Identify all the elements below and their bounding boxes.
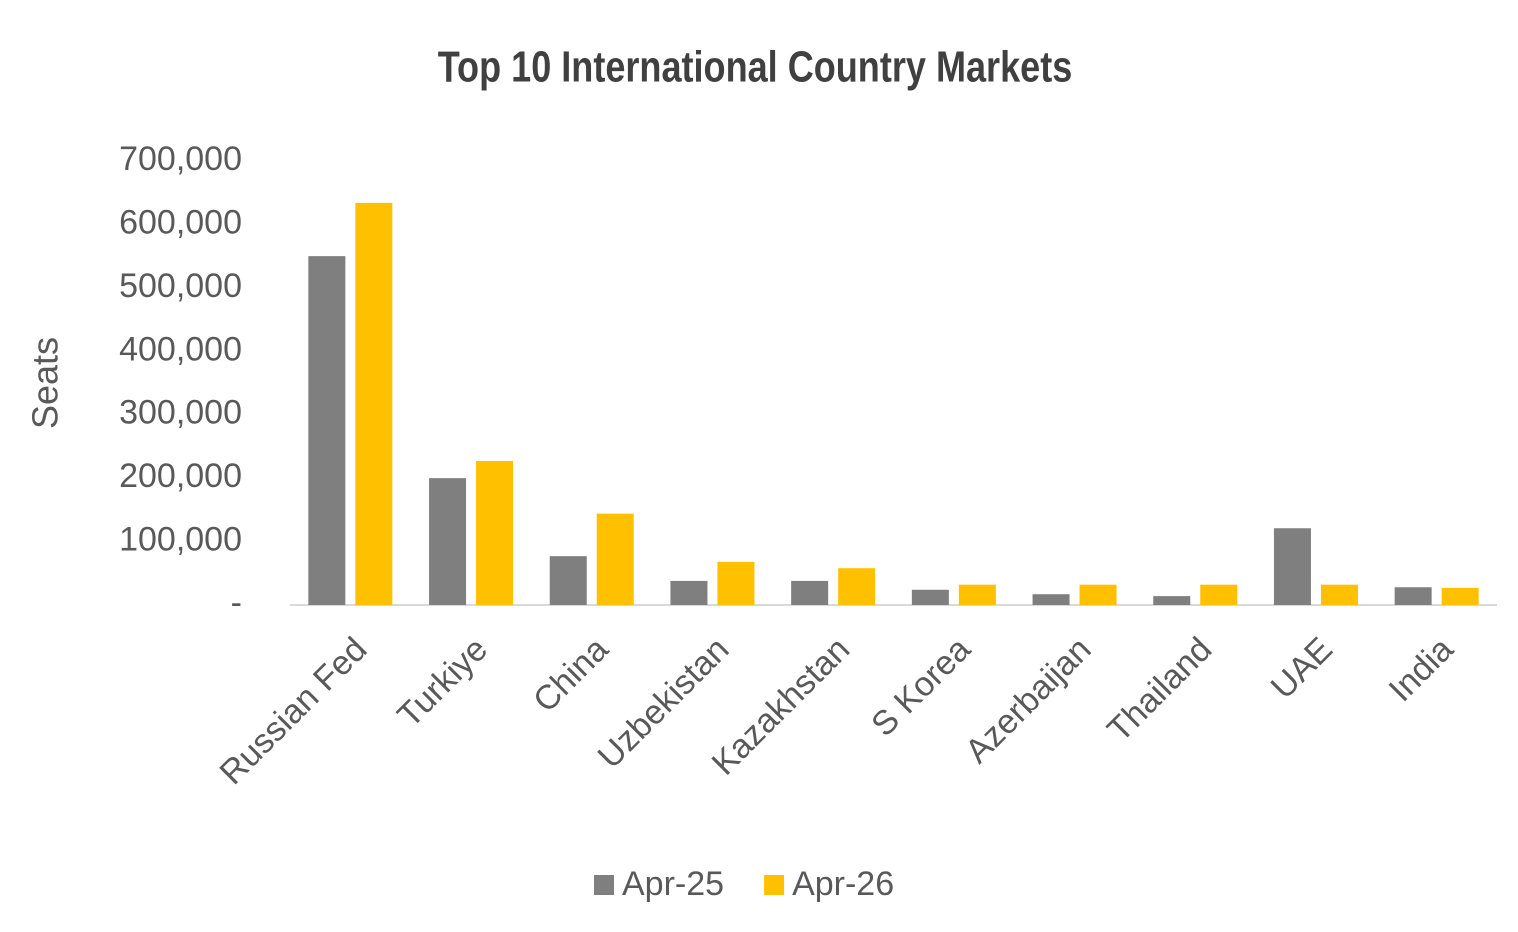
y-tick-label: 100,000: [119, 521, 242, 559]
x-tick-label: China: [526, 630, 616, 720]
bar: [596, 513, 634, 605]
legend-label: Apr-25: [622, 865, 724, 903]
chart-title: Top 10 International Country Markets: [438, 42, 1073, 91]
bar: [1079, 584, 1117, 605]
x-tick-label: Russian Fed: [213, 630, 375, 792]
x-tick-label: Thailand: [1100, 630, 1219, 749]
y-tick-label: 400,000: [119, 330, 242, 368]
bar: [355, 202, 393, 605]
bar: [1273, 528, 1311, 605]
bar: [1320, 584, 1358, 605]
x-tick-label: India: [1382, 630, 1461, 709]
bar: [791, 580, 829, 605]
y-tick-label: 300,000: [119, 394, 242, 432]
legend-swatch: [594, 875, 614, 895]
bar: [429, 478, 467, 605]
bar: [1441, 587, 1479, 605]
bar: [1394, 587, 1432, 605]
x-tick-label: Turkiye: [390, 630, 495, 735]
y-tick-label: 200,000: [119, 457, 242, 495]
legend-label: Apr-26: [792, 865, 894, 903]
bar: [1032, 594, 1070, 605]
x-tick-label: Azerbaijan: [958, 630, 1098, 770]
bar: [1153, 596, 1191, 605]
y-tick-label: -: [231, 584, 242, 622]
bar: [911, 589, 949, 605]
x-tick-label: UAE: [1264, 630, 1340, 706]
legend-swatch: [764, 875, 785, 895]
x-tick-label: S Korea: [864, 630, 978, 744]
bar: [717, 561, 755, 605]
bar: [838, 568, 876, 605]
y-tick-label: 500,000: [119, 267, 242, 305]
y-tick-label: 700,000: [119, 140, 242, 178]
bar: [1200, 584, 1238, 605]
bar: [958, 584, 996, 605]
bar: [476, 461, 514, 605]
y-tick-label: 600,000: [119, 203, 242, 241]
bar: [670, 580, 708, 605]
y-axis-label: Seats: [25, 337, 66, 429]
bar: [308, 256, 346, 605]
bar: [549, 556, 587, 605]
